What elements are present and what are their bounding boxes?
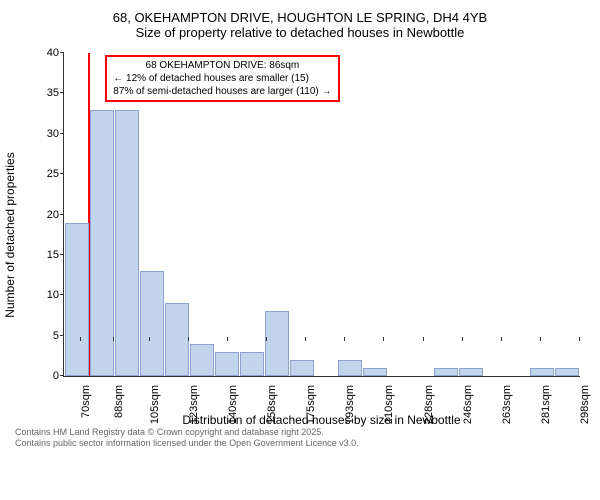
histogram-bar [165, 303, 189, 376]
histogram-bar [290, 360, 314, 376]
y-tick-mark [60, 133, 64, 134]
chart-container: 68, OKEHAMPTON DRIVE, HOUGHTON LE SPRING… [0, 0, 600, 500]
histogram-bar [363, 368, 387, 376]
y-tick-mark [60, 173, 64, 174]
x-tick-mark [113, 337, 114, 341]
x-tick-mark [227, 337, 228, 341]
x-tick-label: 298sqm [579, 385, 591, 424]
histogram-bar [530, 368, 554, 376]
y-tick-mark [60, 92, 64, 93]
x-tick-mark [579, 337, 580, 341]
x-tick-mark [80, 337, 81, 341]
x-tick-mark [383, 337, 384, 341]
histogram-bar [115, 110, 139, 376]
histogram-bar [555, 368, 579, 376]
histogram-bar [190, 344, 214, 376]
y-tick-label: 20 [29, 209, 59, 221]
y-tick-label: 25 [29, 168, 59, 180]
x-tick-mark [501, 337, 502, 341]
y-tick-label: 15 [29, 249, 59, 261]
x-tick-mark [462, 337, 463, 341]
x-axis-label: Distribution of detached houses by size … [63, 413, 580, 427]
histogram-bar [240, 352, 264, 376]
histogram-bar [434, 368, 458, 376]
histogram-bar [90, 110, 114, 376]
histogram-bar [140, 271, 164, 376]
plot-area: 68 OKEHAMPTON DRIVE: 86sqm ← 12% of deta… [63, 53, 580, 377]
y-tick-label: 30 [29, 128, 59, 140]
y-tick-label: 10 [29, 289, 59, 301]
histogram-bar [459, 368, 483, 376]
y-tick-label: 35 [29, 87, 59, 99]
y-tick-mark [60, 214, 64, 215]
y-tick-label: 0 [29, 370, 59, 382]
histogram-bar [265, 311, 289, 376]
x-tick-mark [305, 337, 306, 341]
x-tick-mark [540, 337, 541, 341]
x-tick-mark [149, 337, 150, 341]
y-tick-label: 40 [29, 47, 59, 59]
y-tick-label: 5 [29, 330, 59, 342]
credit-line-2: Contains public sector information licen… [15, 438, 585, 449]
x-tick-mark [266, 337, 267, 341]
y-tick-mark [60, 254, 64, 255]
histogram-bar [215, 352, 239, 376]
histogram-bar [65, 223, 89, 376]
y-axis-label: Number of detached properties [3, 152, 17, 317]
footer-credits: Contains HM Land Registry data © Crown c… [15, 427, 585, 449]
title-line-1: 68, OKEHAMPTON DRIVE, HOUGHTON LE SPRING… [15, 10, 585, 25]
histogram-bar [338, 360, 362, 376]
credit-line-1: Contains HM Land Registry data © Crown c… [15, 427, 585, 438]
plot-wrapper: Number of detached properties 68 OKEHAMP… [15, 45, 585, 425]
y-tick-mark [60, 294, 64, 295]
x-tick-mark [423, 337, 424, 341]
y-tick-mark [60, 375, 64, 376]
x-tick-mark [344, 337, 345, 341]
title-line-2: Size of property relative to detached ho… [15, 25, 585, 40]
y-tick-mark [60, 335, 64, 336]
bars-row [64, 53, 580, 376]
y-tick-mark [60, 52, 64, 53]
x-tick-mark [188, 337, 189, 341]
chart-title: 68, OKEHAMPTON DRIVE, HOUGHTON LE SPRING… [15, 10, 585, 40]
